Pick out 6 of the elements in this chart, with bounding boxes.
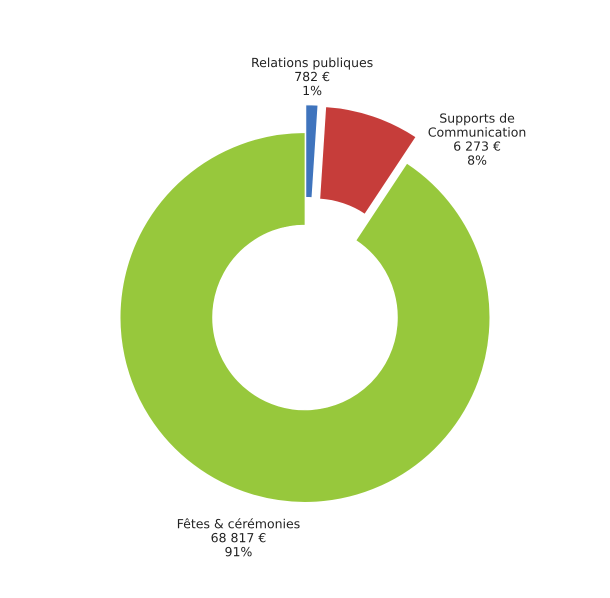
slice-label: Supports de Communication	[428, 113, 526, 137]
data-label: 6 273 € 8%	[454, 141, 500, 165]
slice-label: Relations publiques	[252, 58, 373, 70]
data-label: 782 € 1%	[295, 72, 330, 96]
data-label: 68 817 € 91%	[212, 532, 266, 556]
slice-label: Fêtes & cérémonies	[178, 518, 300, 528]
